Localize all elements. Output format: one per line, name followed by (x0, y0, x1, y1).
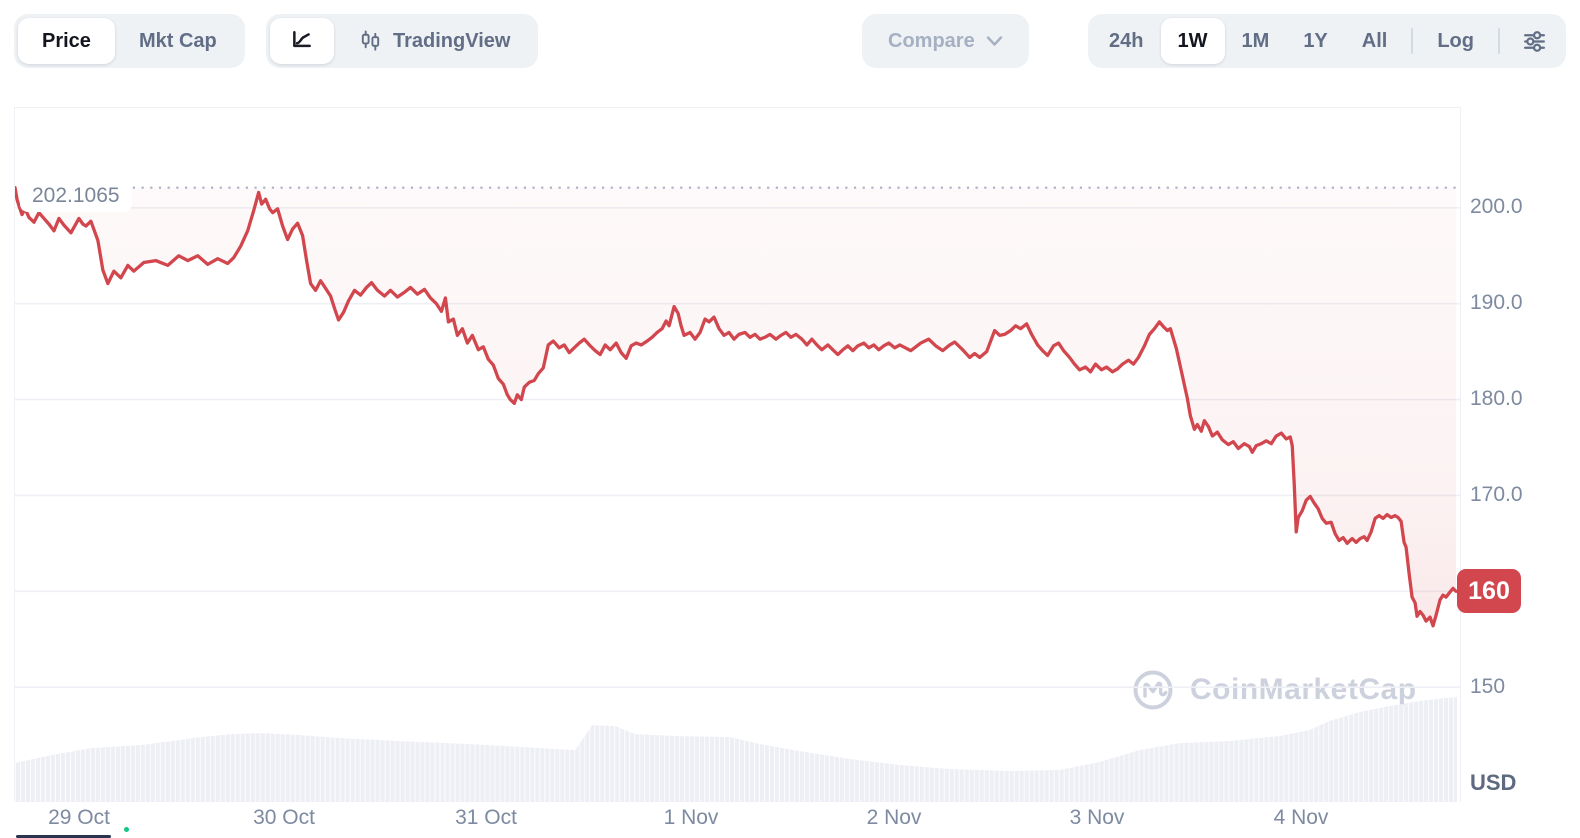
range-1m[interactable]: 1M (1241, 29, 1270, 52)
tab-tradingview[interactable]: TradingView (334, 18, 534, 64)
range-1w[interactable]: 1W (1160, 18, 1225, 64)
price-chart-svg (15, 186, 1460, 802)
x-tick-label-4-nov: 4 Nov (1273, 806, 1329, 829)
x-tick-label-29-oct: 29 Oct (48, 806, 110, 829)
compare-dropdown[interactable]: Compare (862, 14, 1029, 68)
coinmarketcap-logo-icon (1130, 667, 1176, 713)
y-tick-label-170: 170.0 (1470, 483, 1523, 506)
chart-type-tabs: TradingView (266, 14, 539, 68)
range-brush-artifact[interactable] (16, 835, 111, 838)
tab-price[interactable]: Price (18, 18, 115, 64)
sliders-icon (1521, 28, 1548, 55)
y-tick-label-190: 190.0 (1470, 291, 1523, 314)
tradingview-label: TradingView (393, 29, 511, 52)
x-tick-label-3-nov: 3 Nov (1069, 806, 1125, 829)
log-scale-button[interactable]: Log (1437, 29, 1474, 52)
green-marker-dot (124, 827, 129, 832)
divider (1498, 28, 1500, 54)
price-line (15, 186, 1458, 628)
coinmarketcap-watermark: CoinMarketCap (1130, 667, 1417, 713)
reference-price-label: 202.1065 (21, 181, 131, 211)
x-tick-label-30-oct: 30 Oct (253, 806, 315, 829)
range-24h[interactable]: 24h (1109, 29, 1144, 52)
time-range-tabs: 24h 1W 1M 1Y All Log (1088, 14, 1566, 68)
current-price-badge: 160 (1457, 569, 1521, 613)
x-tick-label-31-oct: 31 Oct (455, 806, 517, 829)
divider (1411, 28, 1414, 54)
y-tick-label-200: 200.0 (1470, 195, 1523, 218)
range-all[interactable]: All (1361, 29, 1388, 52)
volume-area (15, 697, 1458, 802)
candlestick-icon (358, 29, 383, 54)
range-1y[interactable]: 1Y (1303, 29, 1328, 52)
watermark-text: CoinMarketCap (1190, 673, 1417, 706)
y-tick-label-150: 150 (1470, 675, 1506, 698)
compare-label: Compare (888, 29, 975, 52)
metric-tabs: Price Mkt Cap (14, 14, 245, 68)
tab-mkt-cap[interactable]: Mkt Cap (138, 29, 217, 52)
x-tick-label-2-nov: 2 Nov (866, 806, 922, 829)
price-area-fill (15, 187, 1457, 626)
currency-unit-label: USD (1470, 770, 1517, 795)
chevron-down-icon (986, 35, 1003, 47)
x-tick-label-1-nov: 1 Nov (663, 806, 719, 829)
chart-settings-button[interactable] (1507, 18, 1562, 64)
y-tick-label-180: 180.0 (1470, 387, 1523, 410)
tab-line-chart[interactable] (270, 18, 334, 64)
line-chart-icon (290, 29, 314, 53)
chart-plot-area[interactable]: CoinMarketCap 202.1065 (14, 107, 1461, 802)
reference-price-value: 202.1065 (32, 184, 120, 207)
